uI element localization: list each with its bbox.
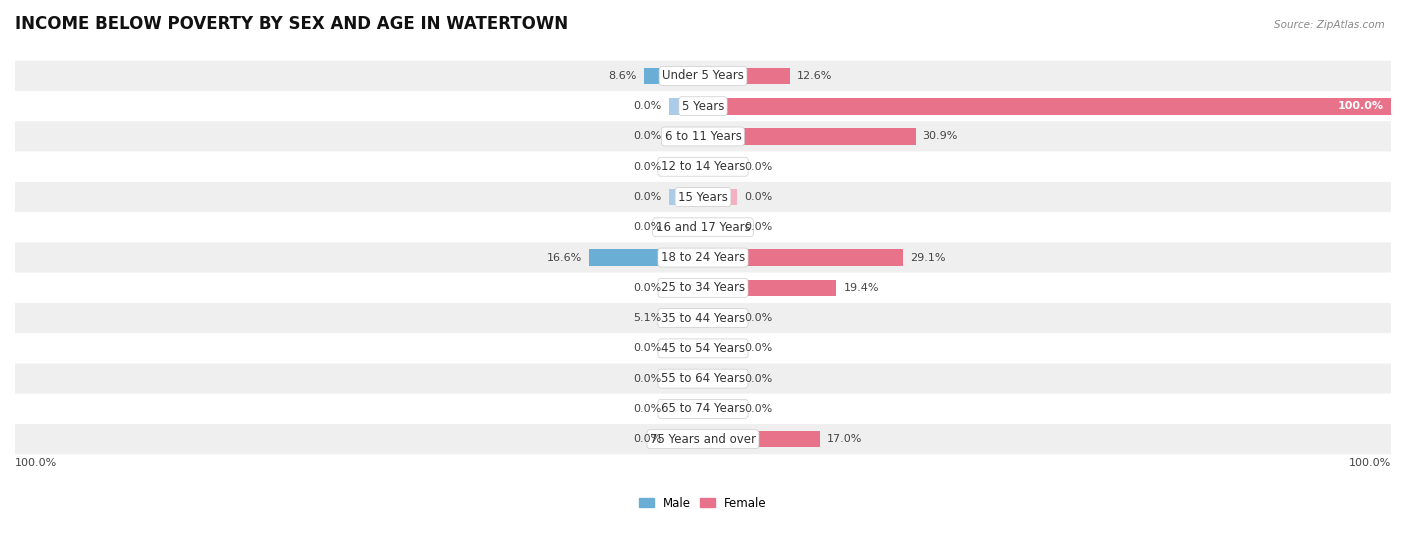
Text: 0.0%: 0.0% [634, 434, 662, 444]
Text: 0.0%: 0.0% [744, 313, 772, 323]
Bar [669, 280, 703, 296]
Text: Source: ZipAtlas.com: Source: ZipAtlas.com [1274, 20, 1385, 30]
Text: 0.0%: 0.0% [634, 162, 662, 172]
Text: 0.0%: 0.0% [634, 101, 662, 111]
Text: 18 to 24 Years: 18 to 24 Years [661, 251, 745, 264]
Legend: Male, Female: Male, Female [634, 492, 772, 514]
Bar [703, 189, 737, 205]
Text: 16.6%: 16.6% [547, 253, 582, 263]
Bar [703, 128, 915, 145]
Bar [669, 340, 703, 357]
Bar [703, 249, 903, 266]
Bar [703, 431, 820, 448]
Text: 100.0%: 100.0% [1348, 458, 1391, 468]
Bar [703, 98, 1391, 114]
FancyBboxPatch shape [15, 152, 1391, 182]
Bar [703, 68, 790, 84]
Text: 0.0%: 0.0% [634, 192, 662, 202]
Text: 55 to 64 Years: 55 to 64 Years [661, 372, 745, 385]
Bar [703, 401, 737, 417]
FancyBboxPatch shape [15, 333, 1391, 363]
Text: 0.0%: 0.0% [744, 192, 772, 202]
Bar [703, 310, 737, 326]
FancyBboxPatch shape [15, 121, 1391, 152]
Text: 0.0%: 0.0% [744, 343, 772, 353]
Text: 19.4%: 19.4% [844, 283, 879, 293]
Bar [669, 189, 703, 205]
Text: 0.0%: 0.0% [634, 343, 662, 353]
Text: 75 Years and over: 75 Years and over [650, 432, 756, 446]
Text: INCOME BELOW POVERTY BY SEX AND AGE IN WATERTOWN: INCOME BELOW POVERTY BY SEX AND AGE IN W… [15, 15, 568, 33]
Text: 12 to 14 Years: 12 to 14 Years [661, 160, 745, 173]
Text: 0.0%: 0.0% [634, 132, 662, 142]
Text: 0.0%: 0.0% [634, 404, 662, 414]
Text: 0.0%: 0.0% [634, 222, 662, 232]
Bar [703, 280, 837, 296]
Text: 100.0%: 100.0% [15, 458, 58, 468]
Bar [669, 219, 703, 235]
Text: 12.6%: 12.6% [797, 71, 832, 81]
FancyBboxPatch shape [15, 61, 1391, 91]
Bar [669, 431, 703, 448]
FancyBboxPatch shape [15, 91, 1391, 121]
Text: 45 to 54 Years: 45 to 54 Years [661, 342, 745, 355]
Text: 30.9%: 30.9% [922, 132, 957, 142]
Bar [589, 249, 703, 266]
Bar [703, 371, 737, 387]
FancyBboxPatch shape [15, 212, 1391, 242]
Text: 35 to 44 Years: 35 to 44 Years [661, 311, 745, 325]
Text: 5.1%: 5.1% [633, 313, 661, 323]
Text: 0.0%: 0.0% [744, 162, 772, 172]
FancyBboxPatch shape [15, 363, 1391, 394]
FancyBboxPatch shape [15, 303, 1391, 333]
Bar [668, 310, 703, 326]
Bar [669, 128, 703, 145]
Text: 0.0%: 0.0% [744, 222, 772, 232]
FancyBboxPatch shape [15, 424, 1391, 454]
Bar [703, 219, 737, 235]
Bar [703, 340, 737, 357]
Text: 100.0%: 100.0% [1339, 101, 1384, 111]
Text: 5 Years: 5 Years [682, 100, 724, 113]
Text: Under 5 Years: Under 5 Years [662, 69, 744, 83]
FancyBboxPatch shape [15, 182, 1391, 212]
Bar [669, 98, 703, 114]
Text: 29.1%: 29.1% [910, 253, 946, 263]
Text: 15 Years: 15 Years [678, 190, 728, 204]
Bar [644, 68, 703, 84]
FancyBboxPatch shape [15, 394, 1391, 424]
Text: 0.0%: 0.0% [634, 374, 662, 384]
Text: 65 to 74 Years: 65 to 74 Years [661, 402, 745, 415]
Bar [703, 158, 737, 175]
Text: 0.0%: 0.0% [744, 374, 772, 384]
Text: 8.6%: 8.6% [609, 71, 637, 81]
FancyBboxPatch shape [15, 242, 1391, 273]
Bar [669, 371, 703, 387]
FancyBboxPatch shape [15, 273, 1391, 303]
Text: 25 to 34 Years: 25 to 34 Years [661, 281, 745, 294]
Bar [669, 158, 703, 175]
Text: 17.0%: 17.0% [827, 434, 862, 444]
Bar [669, 401, 703, 417]
Text: 0.0%: 0.0% [634, 283, 662, 293]
Text: 6 to 11 Years: 6 to 11 Years [665, 130, 741, 143]
Text: 0.0%: 0.0% [744, 404, 772, 414]
Text: 16 and 17 Years: 16 and 17 Years [655, 221, 751, 234]
